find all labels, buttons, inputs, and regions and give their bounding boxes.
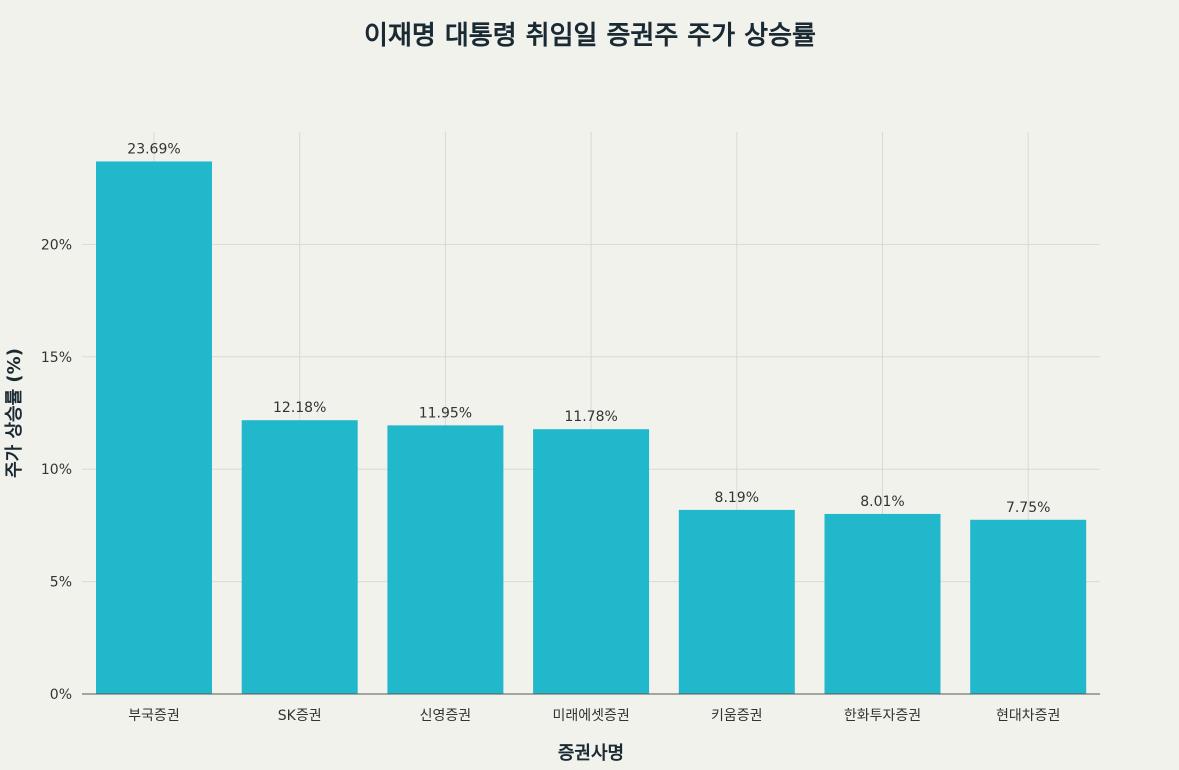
bar — [678, 509, 795, 694]
x-tick-label: 한화투자증권 — [844, 708, 921, 724]
y-tick-label: 15% — [41, 350, 72, 366]
x-tick-label: 부국증권 — [128, 708, 180, 724]
y-axis-title: 주가 상승률 (%) — [4, 348, 25, 478]
x-tick-label: 키움증권 — [711, 708, 763, 724]
data-label: 23.69% — [127, 141, 180, 157]
x-tick-label: SK증권 — [278, 708, 322, 724]
bar — [970, 519, 1087, 694]
data-label: 7.75% — [1006, 500, 1050, 516]
bar — [387, 425, 504, 694]
bars — [96, 161, 1087, 695]
y-tick-label: 20% — [41, 237, 72, 253]
data-label: 8.19% — [715, 490, 759, 506]
y-tick-label: 10% — [41, 462, 72, 478]
bar — [241, 420, 358, 694]
x-tick-label: 미래에셋증권 — [552, 708, 629, 724]
bar — [533, 429, 650, 694]
data-label: 11.78% — [564, 409, 617, 425]
data-label: 11.95% — [419, 405, 472, 421]
bar — [96, 161, 212, 695]
y-tick-label: 0% — [50, 687, 72, 703]
y-tick-label: 5% — [50, 575, 72, 591]
x-tick-label: 신영증권 — [420, 708, 472, 724]
chart-title: 이재명 대통령 취임일 증권주 주가 상승률 — [364, 21, 816, 51]
x-axis-title: 증권사명 — [558, 743, 624, 764]
labels: 0% 5% 10% 15% 20% 23.69% 부국증권 12.18% SK증권 11.95% 신… — [41, 141, 1061, 724]
bar — [824, 513, 941, 694]
data-label: 8.01% — [860, 494, 904, 510]
x-tick-label: 현대차증권 — [996, 708, 1060, 724]
data-label: 12.18% — [273, 400, 326, 416]
